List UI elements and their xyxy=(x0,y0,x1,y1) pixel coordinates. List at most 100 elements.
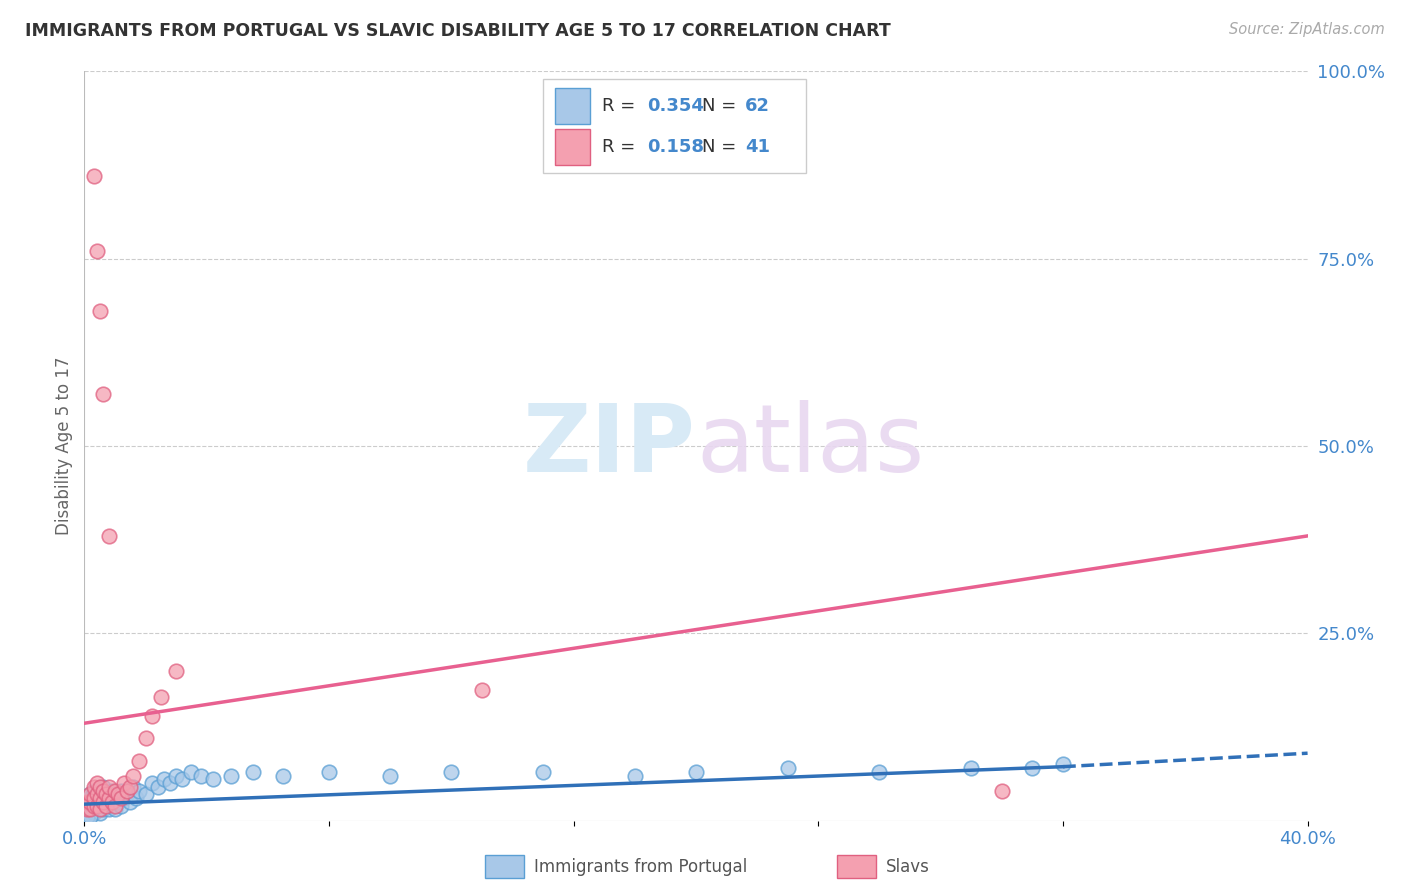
Point xyxy=(125,791,148,805)
Point xyxy=(79,788,101,802)
Text: Slavs: Slavs xyxy=(886,858,929,876)
Point xyxy=(190,769,212,783)
Point xyxy=(97,791,120,805)
Point xyxy=(685,764,707,779)
Text: 0.354: 0.354 xyxy=(647,97,704,115)
Point xyxy=(94,788,117,802)
Point xyxy=(76,806,98,821)
Point xyxy=(79,795,101,809)
Point xyxy=(146,780,169,794)
Point xyxy=(1052,757,1074,772)
Point xyxy=(271,769,294,783)
Point xyxy=(83,798,105,813)
Point xyxy=(89,783,111,797)
Point xyxy=(79,802,101,816)
Point xyxy=(94,798,117,813)
Point xyxy=(104,788,127,802)
Point xyxy=(122,780,145,794)
Point xyxy=(83,783,105,797)
Point xyxy=(83,780,105,794)
Point xyxy=(91,780,114,794)
Point xyxy=(91,795,114,809)
Text: 62: 62 xyxy=(745,97,770,115)
Point xyxy=(101,798,124,813)
Point xyxy=(89,791,111,805)
Point xyxy=(1021,761,1043,775)
Point xyxy=(180,764,202,779)
Point xyxy=(79,795,101,809)
Point xyxy=(86,798,108,813)
Point xyxy=(94,788,117,802)
FancyBboxPatch shape xyxy=(543,78,806,172)
Point xyxy=(172,772,194,787)
Text: 0.158: 0.158 xyxy=(647,138,704,156)
Point xyxy=(86,795,108,809)
Point xyxy=(86,788,108,802)
Text: 41: 41 xyxy=(745,138,770,156)
Point xyxy=(991,783,1014,797)
Point xyxy=(128,783,150,797)
Point xyxy=(89,802,111,816)
Point xyxy=(86,788,108,802)
Point xyxy=(165,664,187,678)
Point xyxy=(76,802,98,816)
Point xyxy=(79,802,101,816)
Point xyxy=(110,783,132,797)
Point xyxy=(94,798,117,813)
Point xyxy=(624,769,647,783)
Point xyxy=(115,788,138,802)
Point xyxy=(91,386,114,401)
Point xyxy=(86,776,108,790)
Text: IMMIGRANTS FROM PORTUGAL VS SLAVIC DISABILITY AGE 5 TO 17 CORRELATION CHART: IMMIGRANTS FROM PORTUGAL VS SLAVIC DISAB… xyxy=(25,22,891,40)
Point xyxy=(153,772,176,787)
Point xyxy=(91,802,114,816)
Point xyxy=(128,754,150,768)
Point xyxy=(440,764,463,779)
Point xyxy=(76,810,98,824)
Bar xyxy=(555,87,589,124)
Point xyxy=(110,791,132,805)
Point xyxy=(107,795,129,809)
Point xyxy=(79,791,101,805)
Text: N =: N = xyxy=(702,138,742,156)
Text: ZIP: ZIP xyxy=(523,400,696,492)
Point xyxy=(91,783,114,797)
Text: N =: N = xyxy=(702,97,742,115)
Point xyxy=(89,806,111,821)
Point xyxy=(104,802,127,816)
Point xyxy=(76,795,98,809)
Point xyxy=(79,810,101,824)
Point xyxy=(531,764,554,779)
Point xyxy=(135,731,157,746)
Point xyxy=(86,244,108,259)
Point xyxy=(107,788,129,802)
Point xyxy=(318,764,340,779)
Point xyxy=(89,795,111,809)
Point xyxy=(960,761,983,775)
Point xyxy=(104,783,127,797)
Point xyxy=(165,769,187,783)
Point xyxy=(380,769,402,783)
Point xyxy=(97,791,120,805)
Point xyxy=(101,795,124,809)
Text: R =: R = xyxy=(602,138,641,156)
Point xyxy=(135,788,157,802)
Point xyxy=(141,708,163,723)
Point xyxy=(149,690,172,704)
Point xyxy=(76,798,98,813)
Point xyxy=(79,788,101,802)
Point xyxy=(89,780,111,794)
Text: R =: R = xyxy=(602,97,641,115)
Point xyxy=(83,169,105,184)
Point xyxy=(869,764,891,779)
Point xyxy=(471,682,494,697)
Point xyxy=(89,304,111,318)
Point xyxy=(159,776,181,790)
Point xyxy=(97,802,120,816)
Text: Immigrants from Portugal: Immigrants from Portugal xyxy=(534,858,748,876)
Point xyxy=(112,776,135,790)
Text: atlas: atlas xyxy=(696,400,924,492)
Point xyxy=(122,769,145,783)
Point xyxy=(83,798,105,813)
Point xyxy=(112,791,135,805)
